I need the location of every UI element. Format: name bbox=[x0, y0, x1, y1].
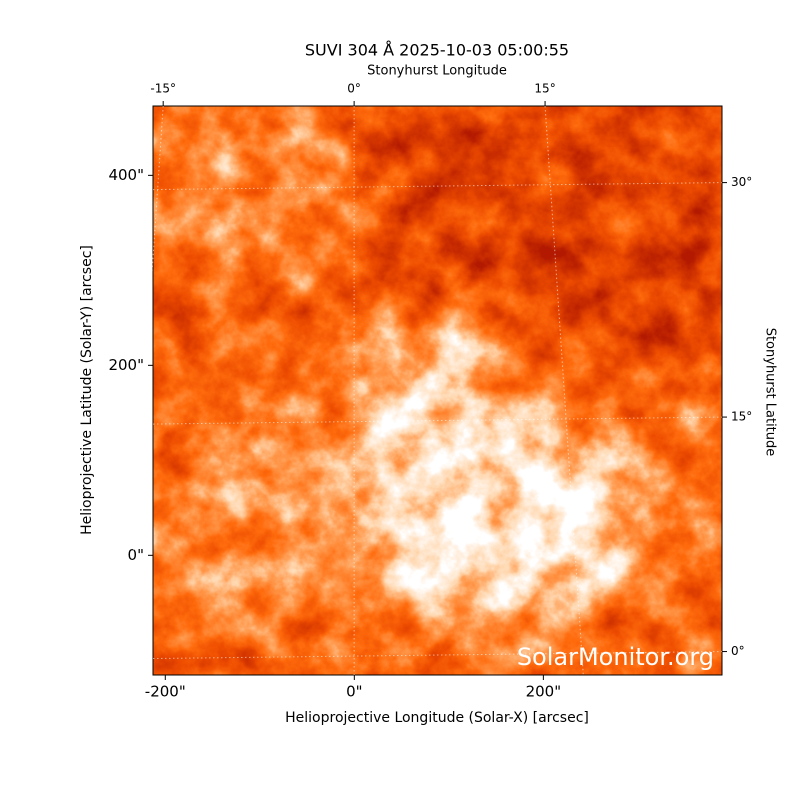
y-axis-label: Helioprojective Latitude (Solar-Y) [arcs… bbox=[79, 245, 95, 535]
grid-line bbox=[152, 651, 723, 660]
y2-tick-label: 0° bbox=[731, 644, 745, 658]
x-tick-label: -200" bbox=[145, 683, 186, 701]
x-tick-label: 200" bbox=[526, 683, 562, 701]
x2-axis-label: Stonyhurst Longitude bbox=[367, 64, 507, 79]
x-tick-label: 0" bbox=[346, 683, 362, 701]
x2-tick-label: 15° bbox=[534, 82, 555, 96]
solar-image bbox=[153, 106, 722, 675]
grid-line bbox=[152, 182, 723, 191]
watermark: SolarMonitor.org bbox=[517, 643, 714, 671]
y-tick-label: 400" bbox=[108, 166, 144, 184]
y-tick-label: 200" bbox=[108, 356, 144, 374]
grid-line bbox=[124, 105, 164, 676]
x2-tick-label: 0° bbox=[347, 82, 361, 96]
chart-title: SUVI 304 Å 2025-10-03 05:00:55 bbox=[305, 41, 569, 60]
y2-tick-label: 30° bbox=[731, 175, 752, 189]
x2-tick-label: -15° bbox=[150, 82, 176, 96]
plot-frame bbox=[152, 105, 723, 676]
grid-line bbox=[152, 416, 723, 425]
x-axis-label: Helioprojective Longitude (Solar-X) [arc… bbox=[285, 710, 589, 726]
y-tick-label: 0" bbox=[128, 546, 144, 564]
y2-tick-label: 15° bbox=[731, 410, 752, 424]
y2-axis-label: Stonyhurst Latitude bbox=[763, 328, 778, 457]
grid-line bbox=[544, 105, 584, 676]
